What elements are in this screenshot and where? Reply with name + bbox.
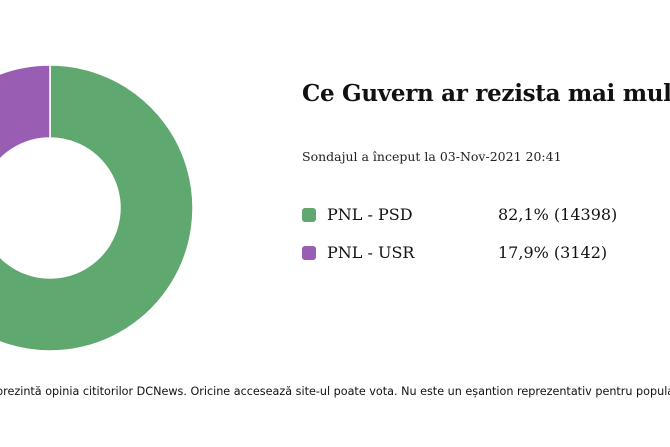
poll-start-date: Sondajul a început la 03-Nov-2021 20:41 xyxy=(302,149,562,164)
legend-item-pnl-usr: PNL - USR 17,9% (3142) xyxy=(302,243,662,263)
poll-title: Ce Guvern ar rezista mai mult? xyxy=(302,80,670,107)
legend-label-pnl-usr: PNL - USR xyxy=(327,243,415,262)
legend-swatch-pnl-usr xyxy=(302,246,316,260)
donut-slice-pnl-usr xyxy=(0,64,51,161)
legend-item-pnl-psd: PNL - PSD 82,1% (14398) xyxy=(302,205,662,225)
legend-value-pnl-psd: 82,1% (14398) xyxy=(498,205,618,224)
legend-value-pnl-usr: 17,9% (3142) xyxy=(498,243,608,262)
donut-slice-pnl-psd xyxy=(0,64,194,352)
poll-disclaimer: prezintă opinia cititorilor DCNews. Oric… xyxy=(0,385,670,398)
legend-swatch-pnl-psd xyxy=(302,208,316,222)
legend-label-pnl-psd: PNL - PSD xyxy=(327,205,413,224)
